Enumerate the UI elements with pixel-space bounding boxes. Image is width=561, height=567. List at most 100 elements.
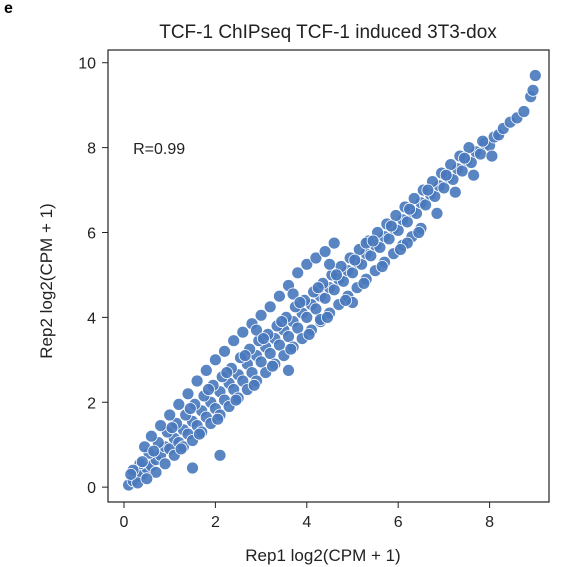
data-point (382, 232, 396, 246)
data-point (174, 442, 188, 456)
y-tick-label: 8 (87, 141, 96, 158)
data-point (293, 296, 307, 309)
data-point (339, 293, 353, 307)
data-point (419, 198, 433, 212)
data-point (462, 141, 476, 155)
data-point (172, 397, 186, 411)
data-point (208, 353, 222, 367)
x-tick-label: 8 (485, 514, 494, 531)
y-axis-title: Rep2 log2(CPM + 1) (37, 203, 56, 358)
x-tick-label: 0 (120, 514, 129, 531)
plot-frame (107, 49, 550, 503)
data-point (192, 427, 206, 441)
data-point (202, 383, 215, 396)
data-point (254, 308, 268, 322)
data-point (421, 183, 435, 197)
data-point (448, 185, 462, 199)
data-point (476, 134, 490, 148)
data-point (400, 215, 414, 229)
data-point (437, 181, 451, 195)
x-tick-label: 2 (211, 514, 220, 531)
data-point (266, 359, 279, 373)
data-point (309, 251, 323, 265)
data-point (384, 219, 398, 233)
data-point (247, 378, 261, 392)
data-point (165, 421, 179, 435)
data-point (149, 465, 163, 479)
data-point (318, 245, 332, 259)
data-point (286, 287, 300, 301)
data-point (250, 323, 263, 337)
data-point (282, 330, 295, 343)
data-point (140, 472, 154, 486)
data-point (300, 310, 314, 324)
data-point (190, 374, 204, 388)
data-point (263, 300, 277, 314)
data-point (238, 349, 252, 363)
data-point (158, 457, 172, 471)
data-point (211, 412, 225, 426)
data-point (474, 147, 487, 161)
data-point (346, 266, 359, 280)
data-point (309, 302, 323, 316)
data-point (302, 327, 316, 341)
data-point (320, 310, 334, 324)
data-point (236, 325, 250, 339)
data-point (311, 281, 325, 295)
data-point (412, 226, 426, 239)
data-point (517, 105, 531, 118)
data-point (147, 444, 161, 458)
panel-label: e (4, 0, 13, 17)
x-axis: 0 2 4 6 8 (120, 502, 494, 531)
data-point (318, 291, 332, 305)
data-point (275, 315, 289, 329)
data-point (263, 347, 277, 360)
x-tick-label: 4 (302, 514, 311, 531)
y-tick-label: 0 (87, 480, 96, 497)
data-point (327, 236, 341, 250)
data-point (183, 402, 197, 416)
x-tick-label: 6 (394, 514, 403, 531)
data-point (163, 408, 177, 422)
data-point (135, 455, 149, 469)
data-point (229, 393, 243, 407)
correlation-annotation: R=0.99 (133, 141, 185, 158)
data-point (323, 257, 337, 271)
data-point (213, 448, 227, 462)
data-point (186, 461, 199, 475)
data-point (284, 342, 298, 356)
data-point (181, 387, 195, 401)
data-point (227, 334, 241, 348)
data-point (467, 168, 481, 182)
data-point (291, 321, 305, 335)
data-point (375, 260, 389, 273)
data-point (124, 467, 138, 481)
data-point (430, 206, 444, 220)
data-point (327, 283, 341, 297)
y-tick-label: 6 (87, 225, 96, 242)
x-axis-title: Rep1 log2(CPM + 1) (245, 546, 400, 565)
data-point (272, 289, 286, 303)
data-point (220, 366, 234, 380)
data-point (366, 234, 380, 248)
data-point (407, 192, 421, 205)
data-point (291, 266, 305, 280)
data-point (455, 164, 469, 178)
data-point (199, 363, 213, 377)
data-point (444, 158, 458, 172)
data-point (154, 419, 168, 433)
data-point (526, 83, 540, 97)
data-point (394, 243, 407, 256)
data-point (144, 429, 158, 443)
y-axis: 0 2 4 6 8 10 (78, 56, 108, 497)
data-point (357, 276, 371, 290)
y-tick-label: 2 (87, 395, 96, 412)
data-point (254, 355, 268, 369)
data-point (389, 209, 403, 222)
data-point (282, 363, 295, 377)
data-point (458, 151, 471, 165)
data-point (348, 253, 362, 267)
y-tick-label: 4 (87, 310, 96, 327)
data-point (272, 338, 286, 352)
